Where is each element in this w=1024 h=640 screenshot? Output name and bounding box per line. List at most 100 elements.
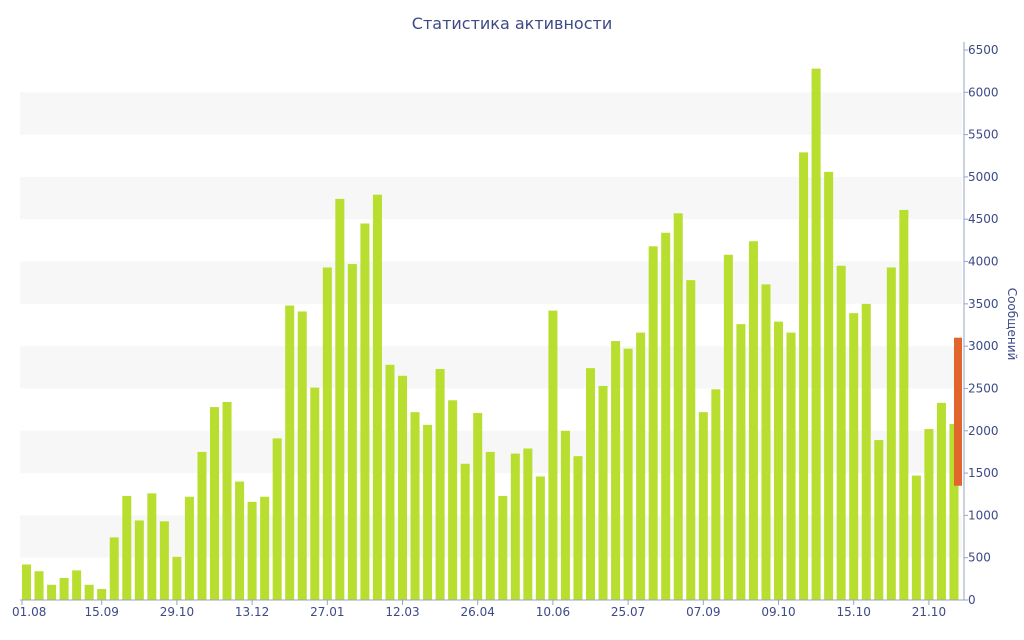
bar — [335, 198, 345, 601]
bar — [911, 475, 921, 600]
highlight-marker — [954, 337, 962, 486]
bar — [473, 413, 483, 600]
bar — [372, 194, 382, 600]
bar — [560, 430, 570, 600]
x-tick-label: 29.10 — [160, 605, 194, 619]
bar — [47, 584, 57, 600]
bar — [936, 402, 946, 600]
bar — [723, 254, 733, 600]
bar — [59, 578, 69, 600]
bar — [460, 463, 470, 600]
grid-band — [20, 176, 962, 220]
bar — [636, 332, 646, 600]
grid-band — [20, 346, 962, 389]
bar — [748, 241, 758, 601]
x-tick-label: 09.10 — [761, 605, 795, 619]
x-tick-label: 13.12 — [235, 605, 269, 619]
bar — [385, 364, 395, 600]
bar — [899, 209, 909, 601]
bar — [523, 448, 533, 600]
y-tick-label: 2500 — [968, 381, 999, 395]
bar — [761, 284, 771, 600]
bar — [210, 407, 220, 600]
x-axis: 01.08 15.09 29.10 13.12 27.01 12.03 26.04 10.06… — [12, 599, 964, 619]
x-tick-label: 21.10 — [912, 605, 946, 619]
chart-title: Статистика активности — [411, 14, 613, 33]
bar — [811, 68, 821, 601]
bar — [598, 385, 608, 600]
highlight-group — [954, 337, 962, 486]
bar — [122, 495, 132, 600]
bar — [134, 520, 144, 600]
bar — [34, 571, 44, 600]
bar — [886, 267, 896, 600]
y-tick-label: 4500 — [968, 212, 999, 226]
bar — [648, 246, 658, 600]
bar — [736, 324, 746, 600]
bar — [347, 264, 357, 600]
bar — [260, 496, 270, 600]
bar — [197, 451, 207, 600]
bar — [172, 556, 182, 600]
x-tick-label: 15.09 — [85, 605, 119, 619]
y-tick-label: 6500 — [968, 43, 999, 57]
y-tick-label: 3500 — [968, 297, 999, 311]
bar — [423, 424, 433, 600]
bars-group — [22, 68, 959, 601]
bar — [109, 537, 119, 600]
y-tick-label: 5000 — [968, 170, 999, 184]
bar — [711, 389, 721, 600]
bar — [535, 476, 545, 600]
y-axis-label: Сообщений — [1005, 288, 1019, 361]
bar — [924, 429, 934, 600]
bar — [573, 456, 583, 600]
bar — [97, 589, 107, 600]
x-tick-label: 15.10 — [837, 605, 871, 619]
bar — [435, 369, 445, 600]
bar — [272, 438, 282, 600]
bar — [949, 424, 959, 600]
bar — [661, 232, 671, 600]
bar — [285, 305, 295, 600]
y-tick-label: 500 — [968, 551, 991, 565]
y-tick-label: 4000 — [968, 255, 999, 269]
y-tick-label: 3000 — [968, 339, 999, 353]
y-tick-label: 2000 — [968, 424, 999, 438]
bar — [147, 493, 157, 600]
bar — [836, 265, 846, 600]
x-tick-label: 25.07 — [611, 605, 645, 619]
bar — [698, 412, 708, 600]
bar — [485, 451, 495, 600]
y-tick-label: 1000 — [968, 508, 999, 522]
bar — [247, 501, 257, 600]
bar — [686, 280, 696, 600]
bar — [398, 375, 408, 600]
bar — [786, 332, 796, 600]
bar — [235, 481, 245, 600]
bar — [184, 496, 194, 600]
y-axis: 0 500 1000 1500 2000 2500 3000 3500 4000 4500 5000… — [963, 42, 999, 607]
bar — [84, 584, 94, 600]
bar — [861, 303, 871, 600]
bar — [22, 564, 32, 600]
bar — [611, 341, 621, 600]
grid-band — [20, 92, 962, 135]
bar — [673, 213, 683, 600]
x-tick-label: 12.03 — [385, 605, 419, 619]
x-tick-label: 26.04 — [461, 605, 495, 619]
bar — [498, 495, 508, 600]
x-tick-label: 01.08 — [12, 605, 46, 619]
y-tick-label: 1500 — [968, 466, 999, 480]
bar — [510, 453, 520, 600]
y-tick-label: 5500 — [968, 128, 999, 142]
x-tick-label: 27.01 — [310, 605, 344, 619]
x-tick-label: 10.06 — [536, 605, 570, 619]
bar — [322, 267, 332, 600]
bar — [874, 440, 884, 600]
x-tick-label: 07.09 — [686, 605, 720, 619]
bar — [410, 412, 420, 600]
bar — [774, 321, 784, 600]
bar — [310, 387, 320, 600]
bar — [360, 223, 370, 600]
